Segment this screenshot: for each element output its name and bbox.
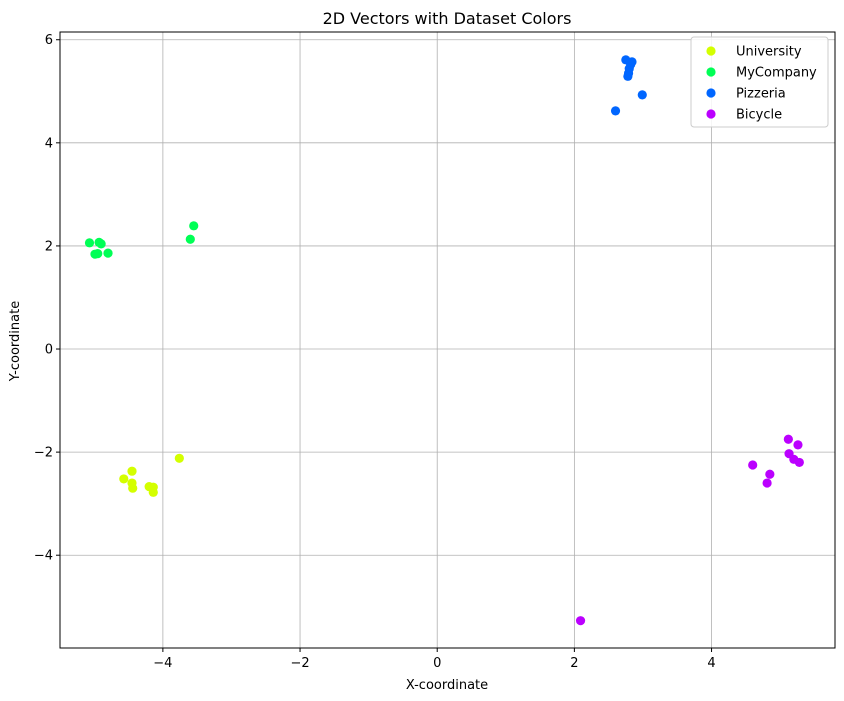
data-point-mycompany <box>93 249 103 259</box>
data-point-pizzeria <box>637 90 647 100</box>
y-axis-label: Y-coordinate <box>8 301 23 382</box>
data-point-mycompany <box>84 238 95 248</box>
data-point-university <box>127 466 137 476</box>
y-tick-label: −4 <box>34 549 53 564</box>
data-point-university <box>128 483 138 493</box>
plot-frame <box>59 31 836 649</box>
data-point-university <box>148 487 158 497</box>
legend-label-pizzeria: Pizzeria <box>736 87 786 102</box>
legend-label-mycompany: MyCompany <box>736 66 817 81</box>
x-tick-label: −2 <box>290 656 309 671</box>
data-point-mycompany <box>189 221 199 231</box>
x-axis-label: X-coordinate <box>406 678 488 693</box>
legend-label-university: University <box>736 45 802 60</box>
x-tick-label: −4 <box>153 656 172 671</box>
data-point-bicycle <box>793 440 803 450</box>
y-tick-label: 6 <box>45 33 53 48</box>
x-tick-label: 0 <box>433 656 441 671</box>
chart-title: 2D Vectors with Dataset Colors <box>323 9 572 28</box>
data-point-bicycle <box>765 469 775 479</box>
legend-marker-bicycle <box>706 109 716 119</box>
x-tick-label: 2 <box>570 656 578 671</box>
data-point-bicycle <box>748 460 758 470</box>
data-point-university <box>174 453 184 463</box>
data-point-bicycle <box>762 478 772 488</box>
data-points <box>84 55 804 626</box>
x-tick-label: 4 <box>707 656 715 671</box>
legend-marker-pizzeria <box>706 88 716 98</box>
data-point-mycompany <box>185 234 195 244</box>
legend: University MyCompany Pizzeria Bicycle <box>690 36 829 128</box>
data-point-pizzeria <box>610 106 621 116</box>
y-tick-label: 0 <box>45 343 53 358</box>
data-point-mycompany <box>103 248 113 258</box>
y-tick-label: 2 <box>45 239 53 254</box>
grid <box>60 32 835 648</box>
data-point-pizzeria <box>627 57 637 67</box>
legend-marker-mycompany <box>706 67 716 77</box>
data-point-bicycle <box>783 434 793 444</box>
legend-box <box>690 36 829 128</box>
data-point-bicycle <box>575 616 586 626</box>
data-point-mycompany <box>96 239 106 249</box>
y-tick-label: −2 <box>34 446 53 461</box>
data-point-university <box>119 474 129 484</box>
legend-label-bicycle: Bicycle <box>736 108 782 123</box>
legend-marker-university <box>706 46 716 56</box>
axis-ticks: −4 −2 0 2 4 −4 −2 0 2 4 6 <box>34 33 716 671</box>
y-tick-label: 4 <box>45 136 53 151</box>
data-point-bicycle <box>794 457 804 468</box>
